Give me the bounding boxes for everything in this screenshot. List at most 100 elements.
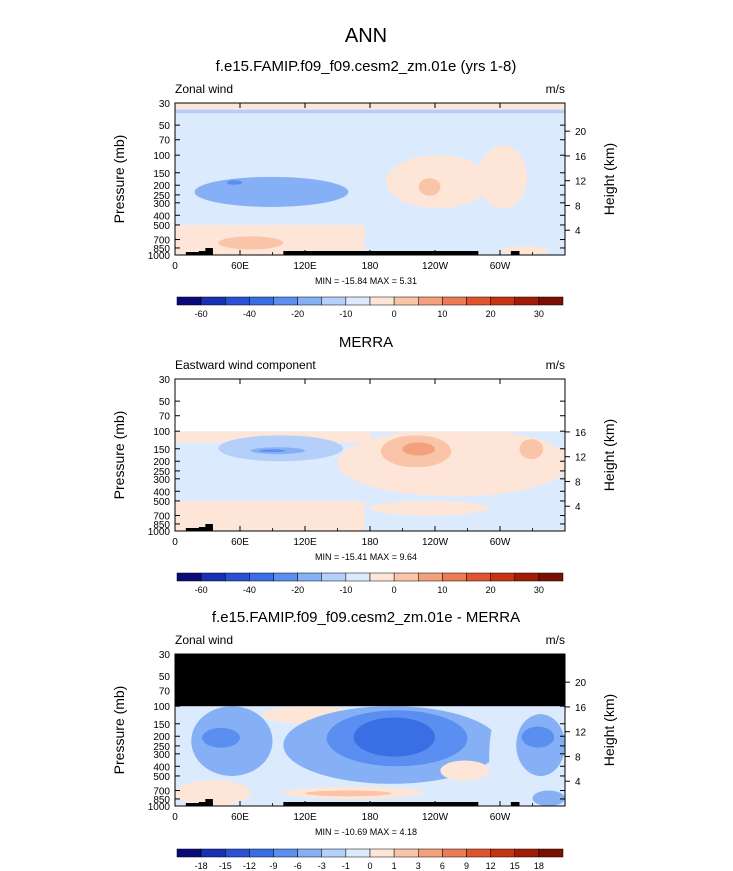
colorbar-box bbox=[345, 296, 371, 306]
colorbar-label: 12 bbox=[486, 861, 496, 871]
colorbar-box bbox=[273, 848, 298, 858]
y-tick-label: 1000 bbox=[148, 802, 171, 813]
x-tick-label: 60W bbox=[490, 537, 511, 548]
y-tick-label: 1000 bbox=[148, 251, 171, 262]
colorbar-label: 0 bbox=[392, 309, 397, 319]
y-tick-label: 850 bbox=[153, 520, 170, 531]
x-tick-label: 120E bbox=[293, 537, 317, 548]
contour-region bbox=[305, 790, 392, 797]
topography-bar bbox=[510, 251, 520, 255]
y-tick-label: 300 bbox=[153, 750, 170, 761]
height-tick-label: 12 bbox=[575, 177, 587, 188]
panel-title: MERRA bbox=[339, 334, 393, 351]
colorbar-box bbox=[514, 296, 540, 306]
data-area bbox=[175, 103, 565, 255]
colorbar-box bbox=[200, 572, 226, 582]
y-tick-label: 400 bbox=[153, 211, 170, 222]
x-tick-label: 60W bbox=[490, 812, 511, 823]
x-tick-label: 120W bbox=[422, 812, 449, 823]
colorbar-box bbox=[321, 296, 347, 306]
colorbar-box bbox=[369, 572, 395, 582]
y-tick-label: 70 bbox=[159, 412, 171, 423]
colorbar-box bbox=[490, 572, 515, 582]
colorbar-box bbox=[393, 296, 419, 306]
y-tick-label: 500 bbox=[153, 221, 170, 232]
y-tick-label: 200 bbox=[153, 181, 170, 192]
height-tick-label: 20 bbox=[575, 678, 587, 689]
colorbar-label: 0 bbox=[367, 861, 372, 871]
x-tick-label: 0 bbox=[172, 812, 178, 823]
colorbar-box bbox=[297, 296, 322, 306]
x-tick-label: 0 bbox=[172, 261, 178, 272]
contour-region bbox=[500, 246, 549, 255]
y-tick-label: 700 bbox=[153, 787, 170, 798]
topography-base bbox=[185, 252, 213, 255]
y-tick-label: 250 bbox=[153, 467, 170, 478]
colorbar-box bbox=[514, 572, 540, 582]
height-tick-label: 16 bbox=[575, 703, 587, 714]
colorbar-label: -3 bbox=[318, 861, 326, 871]
contour-region bbox=[175, 500, 365, 531]
colorbar-label: -10 bbox=[339, 585, 352, 595]
colorbar-label: 9 bbox=[464, 861, 469, 871]
colorbar-label: 3 bbox=[416, 861, 421, 871]
y-tick-label: 100 bbox=[153, 151, 170, 162]
x-tick-label: 60E bbox=[231, 537, 249, 548]
y-tick-label: 30 bbox=[159, 375, 171, 386]
y-tick-label: 500 bbox=[153, 772, 170, 783]
x-tick-label: 60E bbox=[231, 261, 249, 272]
panel-title: f.e15.FAMIP.f09_f09.cesm2_zm.01e (yrs 1-… bbox=[216, 58, 517, 75]
height-tick-label: 4 bbox=[575, 502, 581, 513]
y-tick-label: 50 bbox=[159, 397, 171, 408]
y-tick-label: 100 bbox=[153, 702, 170, 713]
y-tick-label: 1000 bbox=[148, 527, 171, 538]
contour-region bbox=[227, 180, 243, 185]
y-tick-label: 400 bbox=[153, 487, 170, 498]
y-tick-label: 70 bbox=[159, 687, 171, 698]
colorbar-box bbox=[225, 572, 250, 582]
height-tick-label: 20 bbox=[575, 127, 587, 138]
y-tick-label: 150 bbox=[153, 169, 170, 180]
colorbar-box bbox=[249, 296, 274, 306]
y-tick-label: 30 bbox=[159, 99, 171, 110]
topography-bar bbox=[283, 802, 479, 806]
contour-region bbox=[259, 449, 286, 453]
colorbar-box bbox=[176, 572, 202, 582]
colorbar-label: -1 bbox=[342, 861, 350, 871]
topography-bar bbox=[510, 802, 520, 806]
y-axis-label-right: Height (km) bbox=[601, 694, 617, 766]
colorbar-box bbox=[514, 848, 540, 858]
y-tick-label: 30 bbox=[159, 650, 171, 661]
contour-region bbox=[337, 431, 565, 497]
colorbar-label: 15 bbox=[510, 861, 520, 871]
topography-bar bbox=[205, 799, 213, 806]
colorbar-box bbox=[442, 572, 467, 582]
y-tick-label: 700 bbox=[153, 512, 170, 523]
y-tick-label: 50 bbox=[159, 672, 171, 683]
contour-region bbox=[489, 706, 522, 806]
y-tick-label: 70 bbox=[159, 136, 171, 147]
colorbar-box bbox=[418, 296, 443, 306]
height-tick-label: 8 bbox=[575, 752, 581, 763]
colorbar-box bbox=[321, 848, 347, 858]
panel-right-label: m/s bbox=[546, 82, 565, 96]
height-tick-label: 8 bbox=[575, 477, 581, 488]
contour-region bbox=[370, 500, 490, 516]
topography-bar bbox=[205, 248, 213, 255]
colorbar-box bbox=[176, 296, 202, 306]
colorbar-box bbox=[490, 848, 515, 858]
colorbar-box bbox=[200, 848, 226, 858]
colorbar-label: -18 bbox=[195, 861, 208, 871]
colorbar-label: -20 bbox=[291, 309, 304, 319]
colorbar-label: 30 bbox=[534, 309, 544, 319]
panel-right-label: m/s bbox=[546, 358, 565, 372]
height-tick-label: 8 bbox=[575, 201, 581, 212]
colorbar-box bbox=[538, 572, 564, 582]
colorbar-label: -15 bbox=[219, 861, 232, 871]
y-axis-label-right: Height (km) bbox=[601, 143, 617, 215]
colorbar-box bbox=[418, 848, 443, 858]
colorbar-box bbox=[249, 572, 274, 582]
contour-region bbox=[194, 176, 349, 207]
colorbar-label: -40 bbox=[243, 585, 256, 595]
